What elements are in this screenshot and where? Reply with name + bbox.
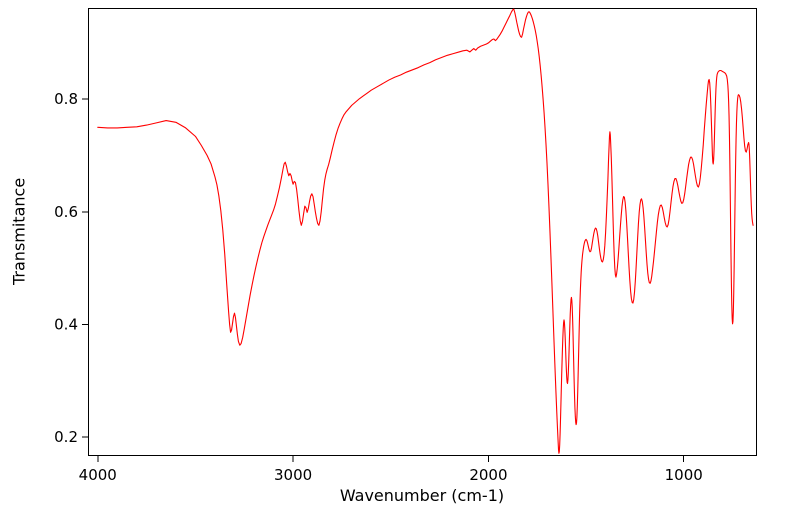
- y-tick-label: 0.2: [54, 428, 78, 446]
- plot-frame: [88, 8, 757, 456]
- x-tick-label: 1000: [665, 466, 703, 484]
- x-tick-label: 4000: [79, 466, 117, 484]
- spectrum-line: [97, 8, 754, 454]
- y-tick-label: 0.8: [54, 90, 78, 108]
- y-tick-label: 0.6: [54, 203, 78, 221]
- y-tick-label: 0.4: [54, 315, 78, 333]
- x-tick-label: 3000: [274, 466, 312, 484]
- x-tick-label: 2000: [469, 466, 507, 484]
- y-axis-label: Transmitance: [9, 177, 29, 286]
- x-axis-label: Wavenumber (cm-1): [339, 486, 505, 505]
